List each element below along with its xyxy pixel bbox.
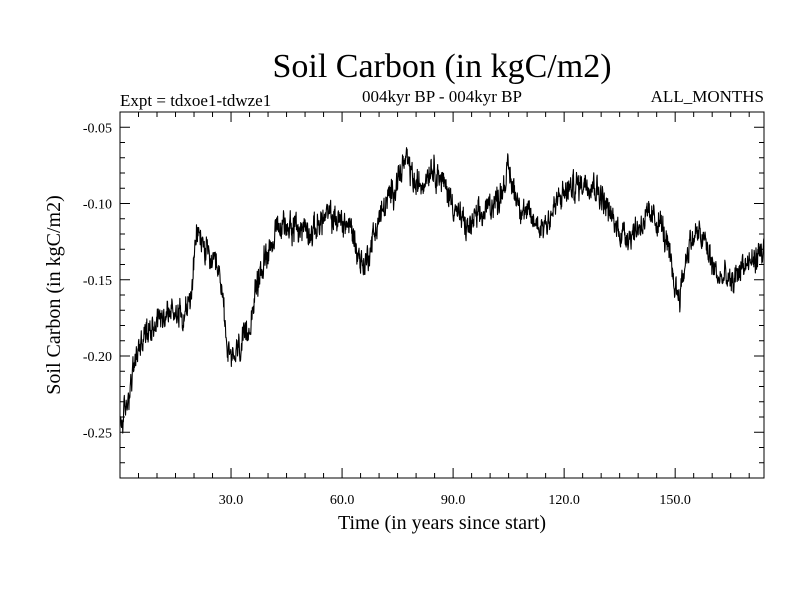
y-tick-label: -0.15	[83, 274, 112, 289]
experiment-label: Expt = tdxoe1-tdwze1	[120, 91, 271, 110]
x-tick-label: 150.0	[659, 493, 691, 508]
minor-ticks	[120, 112, 764, 478]
x-tick-label: 30.0	[219, 493, 244, 508]
y-tick-label: -0.10	[83, 198, 112, 213]
x-axis-ticks: 30.0 60.0 90.0 120.0 150.0	[219, 112, 691, 508]
y-axis-ticks: -0.05 -0.10 -0.15 -0.20 -0.25	[83, 121, 764, 441]
y-tick-label: -0.20	[83, 350, 112, 365]
series-line-soil-carbon	[119, 147, 765, 434]
plot-frame	[119, 111, 765, 479]
x-tick-label: 60.0	[330, 493, 355, 508]
y-axis-label: Soil Carbon (in kgC/m2)	[43, 195, 65, 394]
x-tick-label: 120.0	[548, 493, 580, 508]
x-axis-label: Time (in years since start)	[338, 512, 546, 534]
period-label: 004kyr BP - 004kyr BP	[362, 87, 522, 106]
x-tick-label: 90.0	[441, 493, 466, 508]
y-tick-label: -0.25	[83, 426, 112, 441]
chart-title: Soil Carbon (in kgC/m2)	[272, 48, 611, 85]
months-label: ALL_MONTHS	[651, 87, 764, 106]
y-tick-label: -0.05	[83, 121, 112, 136]
